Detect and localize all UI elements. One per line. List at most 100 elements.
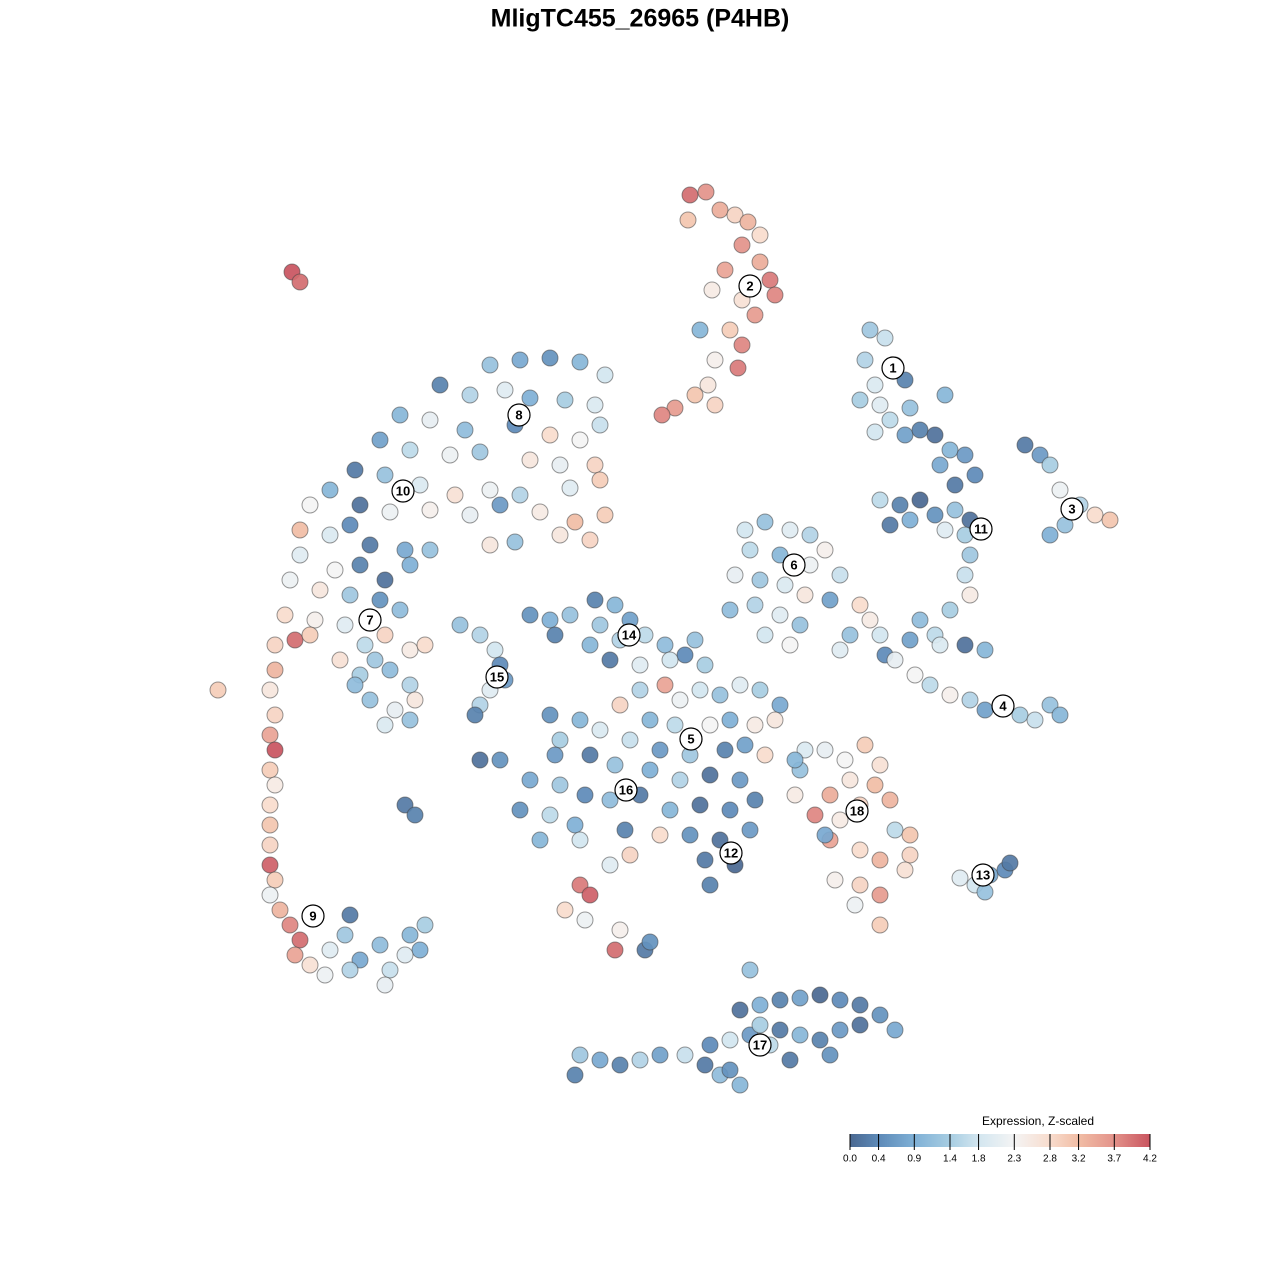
point xyxy=(416,916,434,934)
point xyxy=(321,481,339,499)
point xyxy=(776,576,794,594)
point xyxy=(521,389,539,407)
point xyxy=(401,926,419,944)
colorbar-scale xyxy=(850,1134,1150,1147)
point xyxy=(551,526,569,544)
point xyxy=(581,746,599,764)
point xyxy=(956,636,974,654)
point xyxy=(541,349,559,367)
point xyxy=(661,801,679,819)
point xyxy=(851,841,869,859)
point xyxy=(1011,706,1029,724)
point xyxy=(733,336,751,354)
point xyxy=(481,356,499,374)
point xyxy=(911,421,929,439)
point xyxy=(816,741,834,759)
point xyxy=(911,491,929,509)
point xyxy=(676,1046,694,1064)
point xyxy=(771,991,789,1009)
point xyxy=(956,446,974,464)
point xyxy=(701,766,719,784)
point xyxy=(601,791,619,809)
colorbar-tick-label: 0.0 xyxy=(843,1154,857,1165)
points xyxy=(209,183,1119,1094)
point xyxy=(771,546,789,564)
point xyxy=(941,601,959,619)
cluster-label-badge xyxy=(358,608,382,632)
point xyxy=(801,526,819,544)
point xyxy=(871,916,889,934)
point xyxy=(881,791,899,809)
point xyxy=(786,751,804,769)
point xyxy=(611,1056,629,1074)
cluster-label-badge xyxy=(719,841,743,865)
point xyxy=(871,491,889,509)
point xyxy=(586,396,604,414)
point xyxy=(766,286,784,304)
point xyxy=(531,503,549,521)
point xyxy=(416,636,434,654)
colorbar-tick-label: 2.3 xyxy=(1007,1154,1021,1165)
point xyxy=(291,273,309,291)
point xyxy=(901,399,919,417)
cluster-label-badge xyxy=(991,694,1015,718)
cluster-label: 11 xyxy=(974,521,988,536)
point xyxy=(581,636,599,654)
point xyxy=(621,846,639,864)
point xyxy=(851,596,869,614)
point xyxy=(751,253,769,271)
point xyxy=(276,606,294,624)
point xyxy=(581,531,599,549)
point xyxy=(831,566,849,584)
point xyxy=(811,1031,829,1049)
point xyxy=(261,726,279,744)
point xyxy=(901,511,919,529)
point xyxy=(901,826,919,844)
point xyxy=(1016,436,1034,454)
point xyxy=(261,836,279,854)
point xyxy=(771,1021,789,1039)
point xyxy=(381,661,399,679)
point xyxy=(266,661,284,679)
point xyxy=(551,731,569,749)
point xyxy=(651,1046,669,1064)
point xyxy=(591,416,609,434)
point xyxy=(791,989,809,1007)
point xyxy=(541,426,559,444)
colorbar-tick-label: 2.8 xyxy=(1043,1154,1057,1165)
point xyxy=(796,586,814,604)
point xyxy=(341,516,359,534)
point xyxy=(591,616,609,634)
point xyxy=(441,446,459,464)
point xyxy=(716,261,734,279)
point xyxy=(946,501,964,519)
point xyxy=(606,756,624,774)
point xyxy=(676,646,694,664)
point xyxy=(586,591,604,609)
point xyxy=(836,751,854,769)
point xyxy=(841,771,859,789)
point xyxy=(686,386,704,404)
cluster-label-badge xyxy=(679,727,703,751)
point xyxy=(546,626,564,644)
point xyxy=(531,831,549,849)
point xyxy=(551,776,569,794)
point xyxy=(871,626,889,644)
point xyxy=(721,1061,739,1079)
point xyxy=(791,616,809,634)
point xyxy=(281,916,299,934)
point xyxy=(726,566,744,584)
colorbar-tick-label: 3.7 xyxy=(1107,1154,1121,1165)
point xyxy=(653,406,671,424)
point xyxy=(851,391,869,409)
cluster-label: 14 xyxy=(622,627,637,642)
point xyxy=(631,681,649,699)
point xyxy=(481,536,499,554)
point xyxy=(831,641,849,659)
point xyxy=(901,846,919,864)
point xyxy=(866,776,884,794)
point xyxy=(756,513,774,531)
point xyxy=(376,466,394,484)
